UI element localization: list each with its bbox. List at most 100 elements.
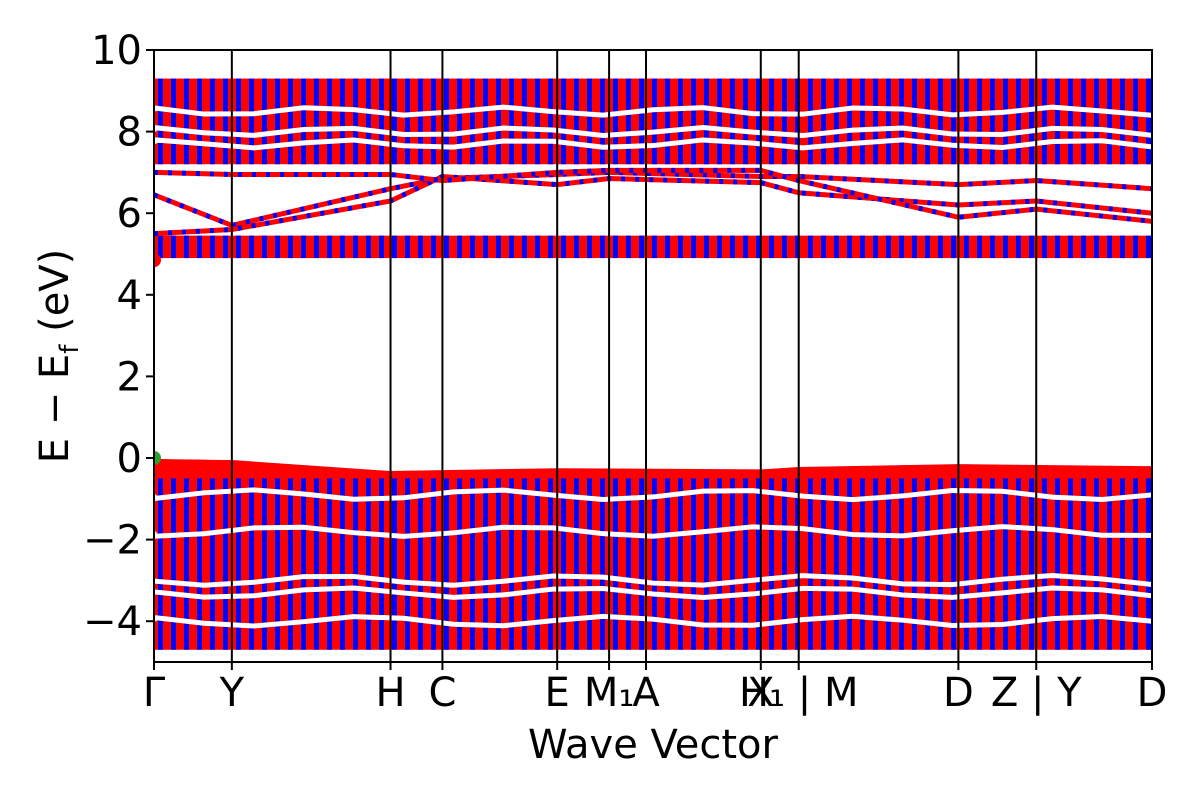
- valence-band-top: [154, 458, 1152, 479]
- valence-band-manifold-spin-up-stripe: [314, 460, 319, 650]
- valence-band-manifold-spin-up-stripe: [769, 460, 774, 650]
- conduction-band-high-spin-up-stripe: [496, 78, 501, 165]
- conduction-band-low-spin-up-stripe: [1055, 235, 1060, 259]
- conduction-band-low-spin-up-stripe: [1016, 235, 1021, 259]
- valence-band-manifold-spin-up-stripe: [990, 460, 995, 650]
- valence-band-manifold-spin-up-stripe: [821, 460, 826, 650]
- conduction-band-high-spin-up-stripe: [405, 78, 410, 165]
- valence-band-manifold-spin-up-stripe: [509, 460, 514, 650]
- valence-band-manifold-spin-up-stripe: [535, 460, 540, 650]
- conduction-band-high-spin-up-stripe: [249, 78, 254, 165]
- conduction-band-low: [154, 235, 1152, 259]
- conduction-band-high-spin-up-stripe: [626, 78, 631, 165]
- valence-band-manifold-spin-up-stripe: [756, 460, 761, 650]
- conduction-band-high-spin-up-stripe: [1029, 78, 1034, 165]
- conduction-band-high-spin-up-stripe: [535, 78, 540, 165]
- conduction-band-low-spin-up-stripe: [964, 235, 969, 259]
- valence-band-manifold-spin-up-stripe: [444, 460, 449, 650]
- valence-band-manifold-spin-up-stripe: [717, 460, 722, 650]
- valence-band-manifold-spin-up-stripe: [912, 460, 917, 650]
- valence-band-manifold-spin-up-stripe: [665, 460, 670, 650]
- valence-band-manifold-spin-up-stripe: [860, 460, 865, 650]
- conduction-band-high-spin-up-stripe: [782, 78, 787, 165]
- valence-band-manifold-spin-up-stripe: [587, 460, 592, 650]
- valence-band-manifold-spin-up-stripe: [795, 460, 800, 650]
- conduction-band-high-spin-up-stripe: [808, 78, 813, 165]
- valence-band-manifold-spin-up-stripe: [249, 460, 254, 650]
- valence-band-manifold-spin-up-stripe: [275, 460, 280, 650]
- x-tick-label: D: [943, 670, 974, 716]
- y-tick-label: −4: [83, 599, 142, 645]
- conduction-band-low-spin-up-stripe: [912, 235, 917, 259]
- conduction-band-low-spin-up-stripe: [678, 235, 683, 259]
- conduction-band-low-spin-up-stripe: [561, 235, 566, 259]
- conduction-band-low-spin-up-stripe: [808, 235, 813, 259]
- conduction-band-high-spin-up-stripe: [639, 78, 644, 165]
- conduction-band-high-spin-up-stripe: [756, 78, 761, 165]
- conduction-band-high-spin-up-stripe: [847, 78, 852, 165]
- valence-band-manifold-spin-up-stripe: [678, 460, 683, 650]
- x-axis: Γ Y H C E M₁A XH₁ | M D Z | Y D: [143, 662, 1167, 716]
- conduction-band-high-spin-up-stripe: [431, 78, 436, 165]
- valence-band-manifold-spin-up-stripe: [1068, 460, 1073, 650]
- conduction-band-high-spin-up-stripe: [171, 78, 176, 165]
- conduction-band-low-spin-up-stripe: [236, 235, 241, 259]
- conduction-band-low-spin-up-stripe: [1094, 235, 1099, 259]
- conduction-band-low-spin-up-stripe: [1081, 235, 1086, 259]
- conduction-band-low-spin-up-stripe: [587, 235, 592, 259]
- conduction-band-high-spin-up-stripe: [275, 78, 280, 165]
- conduction-band-low-spin-up-stripe: [1146, 235, 1151, 259]
- x-tick-label: H₁ | M: [739, 670, 859, 716]
- conduction-band-gap: [154, 125, 1152, 139]
- valence-band-manifold-spin-up-stripe: [1055, 460, 1060, 650]
- conduction-band-high-spin-up-stripe: [977, 78, 982, 165]
- valence-band-manifold-spin-up-stripe: [782, 460, 787, 650]
- conduction-band-low-spin-up-stripe: [1029, 235, 1034, 259]
- conduction-band-low-spin-up-stripe: [938, 235, 943, 259]
- conduction-band-low-spin-up-stripe: [626, 235, 631, 259]
- valence-band-manifold-spin-up-stripe: [431, 460, 436, 650]
- conduction-band-low-spin-up-stripe: [1120, 235, 1125, 259]
- valence-band-manifold-spin-up-stripe: [834, 460, 839, 650]
- valence-band-manifold-spin-up-stripe: [652, 460, 657, 650]
- conduction-band-low-spin-up-stripe: [1003, 235, 1008, 259]
- valence-band-manifold-spin-up-stripe: [301, 460, 306, 650]
- conduction-band-high-spin-up-stripe: [899, 78, 904, 165]
- valence-band-manifold-spin-up-stripe: [925, 460, 930, 650]
- valence-band-manifold-spin-up-stripe: [899, 460, 904, 650]
- valence-band-manifold-spin-up-stripe: [951, 460, 956, 650]
- valence-band-gap: [154, 572, 1152, 588]
- conduction-band-high-spin-up-stripe: [470, 78, 475, 165]
- conduction-band-low-spin-up-stripe: [1133, 235, 1138, 259]
- valence-top-gap: [154, 455, 1152, 472]
- valence-band-manifold-spin-up-stripe: [1042, 460, 1047, 650]
- y-axis-title-subscript: f: [55, 344, 85, 354]
- valence-band-gap: [154, 487, 1152, 503]
- conduction-band-low-spin-up-stripe: [158, 235, 163, 259]
- plot-area: [154, 78, 1152, 650]
- band-edge-marker: [154, 253, 161, 268]
- valence-band-manifold-spin-up-stripe: [1016, 460, 1021, 650]
- conduction-band-high-spin-up-stripe: [769, 78, 774, 165]
- valence-band-gap: [154, 585, 1152, 601]
- valence-band-manifold-spin-up-stripe: [171, 460, 176, 650]
- conduction-band-low-spin-up-stripe: [1068, 235, 1073, 259]
- y-tick-label: 0: [117, 436, 142, 482]
- valence-band-manifold-spin-up-stripe: [1120, 460, 1125, 650]
- conduction-band-high-spin-up-stripe: [210, 78, 215, 165]
- valence-band-manifold-spin-up-stripe: [522, 460, 527, 650]
- conduction-band-high-spin-up-stripe: [951, 78, 956, 165]
- x-tick-label: Γ: [143, 670, 166, 716]
- conduction-band-high-spin-up-stripe: [379, 78, 384, 165]
- valence-band-manifold-spin-up-stripe: [1107, 460, 1112, 650]
- x-tick-label: C: [428, 670, 456, 716]
- conduction-band-low-spin-up-stripe: [782, 235, 787, 259]
- conduction-band-low-spin-up-stripe: [418, 235, 423, 259]
- conduction-band-low-spin-up-stripe: [379, 235, 384, 259]
- valence-band-manifold-spin-up-stripe: [1094, 460, 1099, 650]
- valence-band-gap: [154, 524, 1152, 539]
- conduction-band-high-spin-up-stripe: [990, 78, 995, 165]
- x-tick-label: Y: [219, 670, 245, 716]
- valence-band-manifold-spin-up-stripe: [1081, 460, 1086, 650]
- conduction-band-low-spin-up-stripe: [444, 235, 449, 259]
